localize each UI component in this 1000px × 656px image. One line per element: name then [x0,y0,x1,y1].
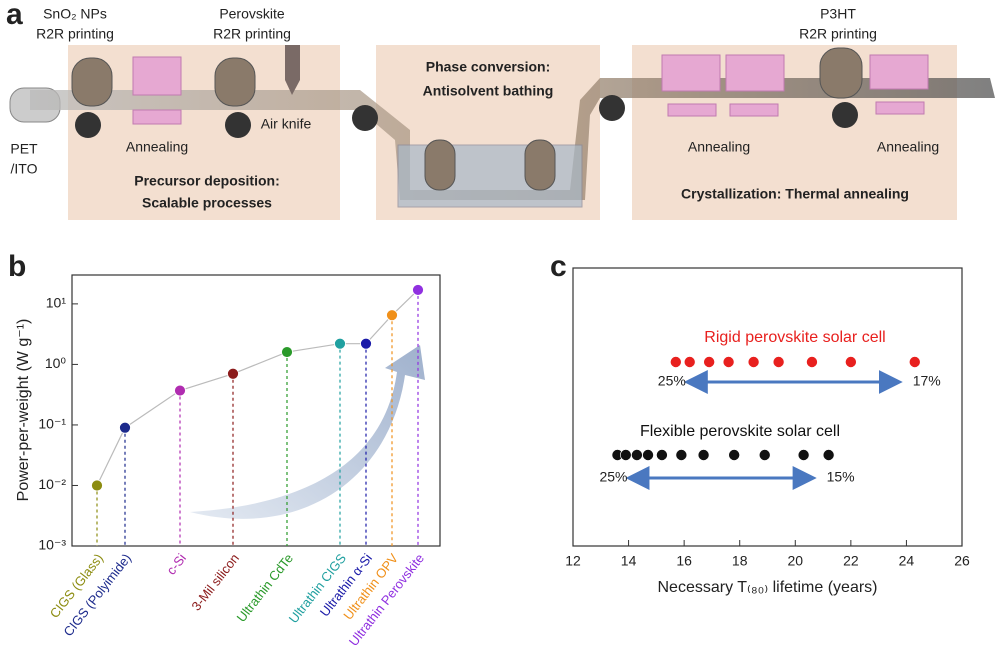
marker [728,449,740,461]
x-tick-label: 20 [787,553,803,569]
heater [132,56,182,96]
x-tick-label: Ultrathin CdTe [234,551,297,625]
marker [174,384,186,397]
roller [599,95,625,121]
marker [656,449,668,461]
label: R2R printing [799,26,877,42]
label: R2R printing [213,26,291,42]
roller [819,47,863,99]
label: Antisolvent bathing [423,83,554,99]
marker [386,309,398,322]
marker [670,356,682,368]
marker [758,449,771,461]
series-label: Rigid perovskite solar cell [704,329,885,346]
roller [214,57,256,107]
heater [869,54,929,90]
label: R2R printing [36,26,114,42]
x-tick-label: 22 [843,553,859,569]
marker [281,346,293,358]
marker [91,479,103,492]
heater [875,101,925,115]
label: PET [10,141,38,157]
roller [524,139,556,191]
label: /ITO [11,161,38,177]
plot-frame [71,274,441,547]
marker [747,356,760,368]
label: Air knife [261,116,312,132]
y-tick-label: 10⁻¹ [38,416,66,432]
label: Annealing [688,139,750,155]
trend-arrow [190,345,425,519]
marker [334,337,346,350]
marker [797,449,810,461]
marker [412,284,424,296]
roller [225,112,251,138]
marker [675,449,688,461]
diagram-labels: a SnO₂ NPs R2R printing Perovskite R2R p… [6,0,939,211]
roller [424,139,456,191]
marker [772,356,785,368]
label: P3HT [820,6,856,22]
marker [908,356,921,368]
x-tick-label: 26 [954,553,970,569]
roller [352,105,378,131]
label: Crystallization: Thermal annealing [681,186,909,202]
heater [132,109,182,125]
x-tick-label: 18 [732,553,748,569]
series-label: Flexible perovskite solar cell [640,423,840,440]
label: Annealing [126,139,188,155]
y-tick-label: 10⁻³ [38,537,66,553]
label: Annealing [877,139,939,155]
x-axis-label: Necessary T₍₈₀₎ lifetime (years) [658,579,878,596]
marker [683,356,696,368]
marker [845,356,857,368]
air-knife [285,45,300,95]
roller [832,102,858,128]
marker [227,367,239,380]
marker [822,449,835,461]
range-label: 17% [913,373,941,389]
film [30,78,995,200]
x-tick-label: 3-Mil silicon [188,551,242,614]
heater [729,103,779,117]
marker [722,356,735,368]
label: SnO₂ NPs [43,6,107,22]
marker [619,449,632,461]
label: Phase conversion: [426,59,551,75]
marker [631,449,643,461]
label: Precursor deposition: [134,173,279,189]
marker [806,356,818,368]
marker [697,449,710,461]
panel-letter: a [6,0,23,31]
marker [642,449,654,461]
marker [703,356,715,368]
x-tick-label: c-Si [163,551,189,578]
x-tick-label: 14 [621,553,637,569]
y-tick-label: 10¹ [46,295,67,311]
y-tick-label: 10⁰ [45,355,67,371]
y-axis-label: Power-per-weight (W g⁻¹) [15,319,32,502]
heater [725,54,785,92]
range-label: 15% [827,469,855,485]
panel-letter: c [550,250,567,283]
marker [360,337,372,350]
label: Perovskite [219,6,285,22]
x-tick-label: 24 [899,553,915,569]
roller [71,57,113,107]
marker [119,421,131,434]
label: Scalable processes [142,195,272,211]
roller [75,112,101,138]
x-tick-label: 12 [565,553,581,569]
range-label: 25% [599,469,627,485]
range-label: 25% [658,373,686,389]
y-tick-label: 10⁻² [38,476,66,492]
process-diagram [9,45,995,220]
heater [661,54,721,92]
panel-letter: b [8,250,26,283]
x-tick-label: 16 [676,553,692,569]
heater [667,103,717,117]
plot-frame [572,267,963,547]
